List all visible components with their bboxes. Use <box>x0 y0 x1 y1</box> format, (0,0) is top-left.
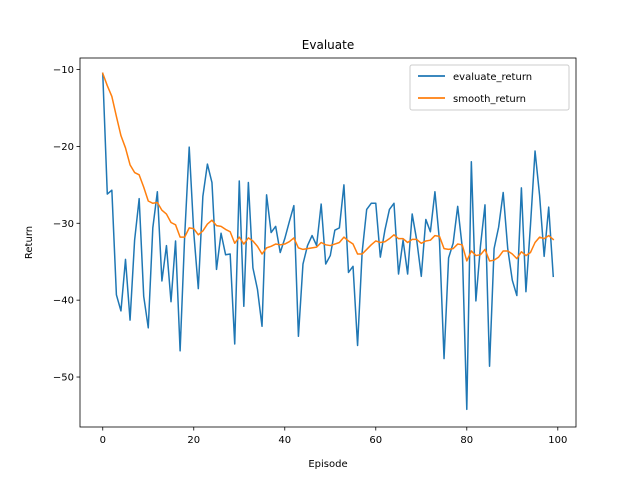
x-tick-label: 20 <box>187 435 200 446</box>
y-tick-label: −40 <box>53 296 74 307</box>
series-line-smooth-return <box>101 72 555 262</box>
x-tick-label: 60 <box>369 435 382 446</box>
x-axis-label: Episode <box>308 459 347 470</box>
x-tick-label: 0 <box>100 435 106 446</box>
y-tick-label: −50 <box>53 373 74 384</box>
axes-frame <box>79 57 577 428</box>
x-tick-label: 80 <box>460 435 473 446</box>
plot-area <box>101 72 555 411</box>
y-tick-label: −10 <box>53 65 74 76</box>
x-tick-label: 40 <box>278 435 291 446</box>
x-tick-label: 100 <box>548 435 567 446</box>
legend-label-smooth-return: smooth_return <box>453 94 526 105</box>
legend-label-evaluate-return: evaluate_return <box>453 72 532 83</box>
legend: evaluate_return smooth_return <box>409 64 570 111</box>
series-line-evaluate-return <box>101 72 555 411</box>
chart-title: Evaluate <box>302 38 354 52</box>
axis-ticks: 0 20 40 60 80 100 −50 −40 −30 −20 −10 <box>53 65 567 446</box>
y-axis-label: Return <box>24 226 35 259</box>
y-tick-label: −20 <box>53 142 74 153</box>
legend-frame <box>409 64 570 111</box>
y-tick-label: −30 <box>53 219 74 230</box>
